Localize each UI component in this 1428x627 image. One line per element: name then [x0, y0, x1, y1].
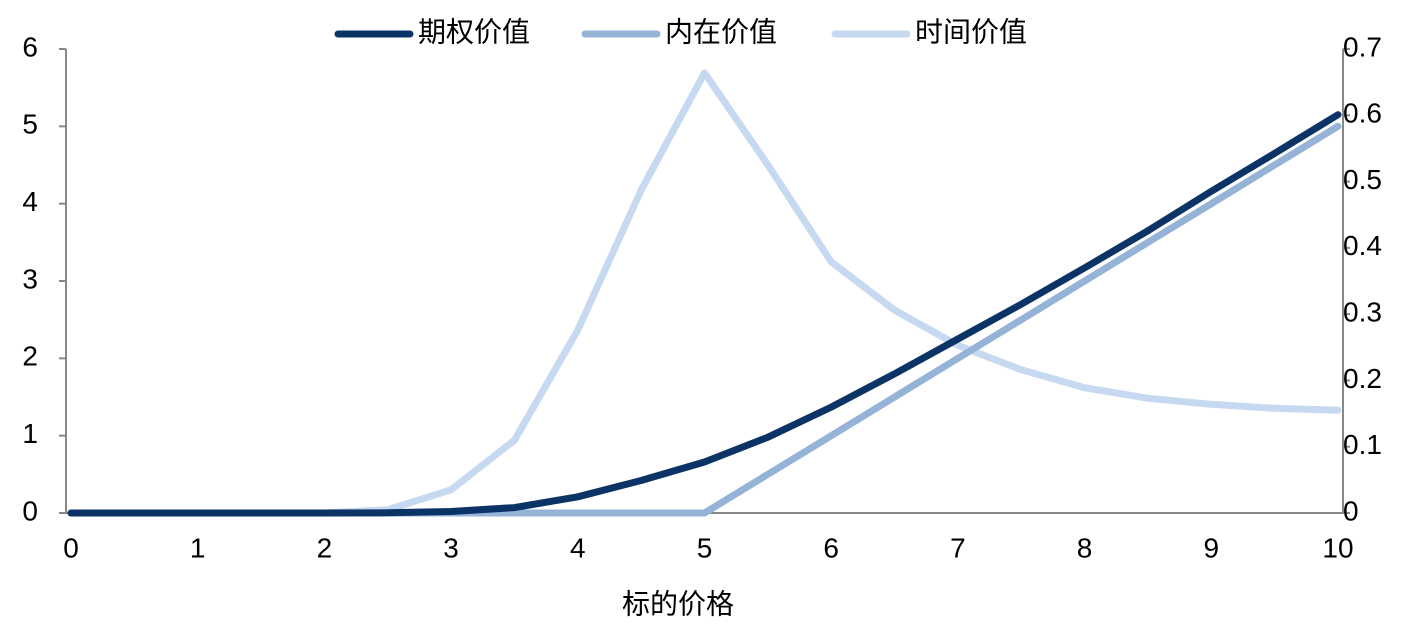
y2-tick-label: 0.6: [1343, 98, 1382, 129]
y-tick-label: 3: [22, 263, 38, 294]
y2-tick-label: 0.5: [1343, 164, 1382, 195]
x-tick-label: 6: [823, 532, 839, 563]
x-tick-label: 1: [190, 532, 206, 563]
x-tick-label: 0: [63, 532, 79, 563]
x-tick-label: 10: [1322, 532, 1353, 563]
x-axis-label: 标的价格: [622, 588, 734, 619]
y-tick-label: 2: [22, 341, 38, 372]
y-tick-label: 6: [22, 31, 38, 62]
series-line: [67, 122, 1342, 517]
y-tick-label: 0: [22, 495, 38, 526]
x-tick-label: 3: [443, 532, 459, 563]
y2-tick-label: 0: [1343, 495, 1359, 526]
legend-label: 内在价值: [665, 16, 777, 47]
y2-tick-label: 0.1: [1343, 429, 1382, 460]
y2-tick-label: 0.4: [1343, 230, 1382, 261]
x-tick-label: 2: [317, 532, 333, 563]
x-tick-label: 5: [697, 532, 713, 563]
x-tick-label: 4: [570, 532, 586, 563]
x-tick-label: 7: [950, 532, 966, 563]
series-line: [67, 111, 1342, 517]
series-line: [67, 69, 1342, 517]
y2-tick-label: 0.7: [1343, 31, 1382, 62]
x-tick-label: 8: [1077, 532, 1093, 563]
x-tick-label: 9: [1204, 532, 1220, 563]
y2-tick-label: 0.2: [1343, 363, 1382, 394]
y2-tick-label: 0.3: [1343, 297, 1382, 328]
legend-label: 时间价值: [915, 16, 1027, 47]
y-tick-label: 5: [22, 109, 38, 140]
y-tick-label: 1: [22, 418, 38, 449]
legend-label: 期权价值: [418, 16, 530, 47]
y-tick-label: 4: [22, 186, 38, 217]
